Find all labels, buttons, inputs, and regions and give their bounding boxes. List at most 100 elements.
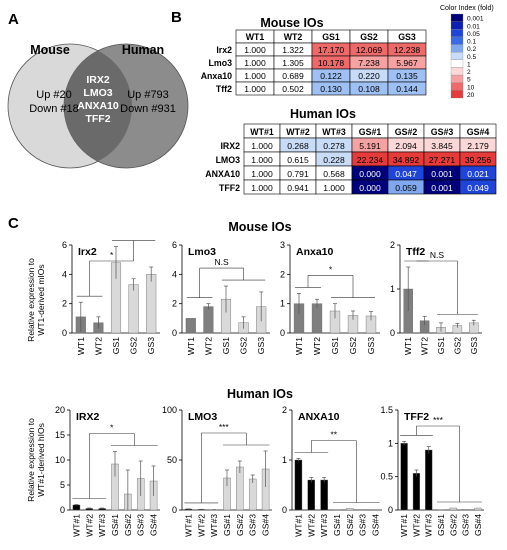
- table-cell-value: 0.220: [358, 71, 380, 81]
- human-table-title: Human IOs: [290, 107, 356, 121]
- table-cell-value: 12.238: [394, 45, 421, 55]
- color-index-label: 0.5: [467, 54, 476, 61]
- table-cell-value: 1.000: [251, 155, 273, 165]
- color-index-swatch: [450, 90, 464, 99]
- table-cell-value: 0.001: [431, 183, 453, 193]
- table-header-label: WT#2: [286, 127, 310, 137]
- table-row-label: Anxa10: [201, 71, 232, 81]
- x-tick-label: WT#3: [424, 514, 434, 537]
- table-cell-value: 3.845: [431, 141, 453, 151]
- venn-overlap: [64, 44, 132, 168]
- human-section-title: Human IOs: [227, 387, 293, 401]
- table-cell-value: 5.191: [359, 141, 381, 151]
- x-tick-label: WT#3: [209, 514, 219, 537]
- x-tick-label: WT#2: [84, 514, 94, 537]
- table-cell: [459, 179, 497, 195]
- color-index-label: 20: [467, 92, 475, 99]
- x-tick-label: GS3: [469, 337, 479, 354]
- table-cell-value: 1.000: [244, 45, 266, 55]
- table-header-label: GS2: [360, 32, 378, 42]
- bar: [203, 306, 214, 334]
- y-tick-label: 2: [282, 405, 287, 415]
- significance-label: N.S: [215, 257, 230, 267]
- y-tick-label: 15: [55, 430, 65, 440]
- table-cell-value: 1.305: [282, 58, 304, 68]
- y-tick-label: 0: [388, 505, 393, 515]
- color-index-label: 0.001: [467, 16, 484, 23]
- significance-label: *: [329, 264, 333, 274]
- bar-charts: 0 2 4 6 Irx2 WT1 WT2 GS1 GS2 GS3 * 0 2 4 6 Lmo3 WT1 WT2 GS…: [55, 240, 484, 537]
- chart-title: Anxa10: [296, 246, 334, 258]
- y-tick-label: 3: [280, 240, 285, 250]
- table-cell-value: 2.179: [467, 141, 489, 151]
- bar: [333, 509, 341, 511]
- table-header-label: GS3: [398, 32, 416, 42]
- color-index-swatch: [450, 21, 464, 30]
- x-tick-label: WT#2: [411, 514, 421, 537]
- y-tick-label: 1: [390, 284, 395, 294]
- x-tick-label: WT#2: [306, 514, 316, 537]
- venn-mouse-down: Down #18: [29, 103, 79, 115]
- table-header-label: GS#4: [467, 127, 490, 137]
- bar-chart-irx2: 0 5 10 15 20 IRX2 WT#1 WT#2 WT#3 GS#1 GS#2 GS#3 GS#4…: [55, 405, 160, 537]
- x-tick-label: GS#4: [149, 514, 159, 536]
- y-tick-label: 50: [167, 455, 177, 465]
- y-tick-label: 0: [172, 328, 177, 338]
- venn-label-human: Human: [122, 43, 164, 57]
- x-tick-label: WT2: [312, 337, 322, 355]
- x-tick-label: WT2: [93, 337, 103, 355]
- bar: [307, 479, 316, 511]
- x-tick-label: GS#2: [123, 514, 133, 536]
- bar: [425, 449, 433, 511]
- y-tick-label: 100: [162, 405, 177, 415]
- table-row-label: IRX2: [220, 141, 240, 151]
- table-cell-value: 0.144: [396, 84, 418, 94]
- panel-label-a: A: [8, 11, 19, 28]
- y-tick-label: 1: [282, 455, 287, 465]
- bar: [128, 284, 139, 334]
- table-cell-value: 1.000: [251, 183, 273, 193]
- bar: [412, 473, 421, 511]
- bar: [146, 274, 157, 334]
- significance-label: ***: [433, 415, 444, 425]
- x-tick-label: WT#1: [399, 514, 409, 537]
- chart-title: TFF2: [404, 411, 429, 423]
- x-tick-label: GS3: [366, 337, 376, 354]
- color-index-label: 10: [467, 84, 475, 91]
- y-tick-label: 0: [172, 505, 177, 515]
- mouse-table: WT1 WT2 GS1 GS2 GS3 Irx2 1.000 1.322 17.170 12.06…: [201, 29, 427, 96]
- chart-title: Tff2: [406, 246, 425, 258]
- color-index-swatch: [450, 52, 464, 60]
- x-tick-label: WT1: [186, 337, 196, 355]
- y-tick-label: 1: [280, 299, 285, 309]
- x-tick-label: WT1: [76, 337, 86, 355]
- table-cell-value: 34.892: [393, 155, 420, 165]
- x-tick-label: GS#3: [461, 514, 471, 536]
- chart-title: Lmo3: [188, 246, 216, 258]
- bar: [236, 466, 244, 511]
- table-cell-value: 27.271: [429, 155, 456, 165]
- venn-human-down: Down #931: [120, 103, 176, 115]
- x-tick-label: GS#3: [358, 514, 368, 536]
- table-header-label: WT#3: [322, 127, 346, 137]
- y-tick-label: 0: [280, 328, 285, 338]
- y-tick-label: 0: [282, 505, 287, 515]
- mouse-section-title: Mouse IOs: [228, 220, 291, 234]
- x-tick-label: WT#3: [319, 514, 329, 537]
- color-index-label: 5: [467, 77, 471, 84]
- x-tick-label: WT1: [294, 337, 304, 355]
- x-tick-label: GS2: [348, 337, 358, 354]
- panel-label-b: B: [171, 9, 182, 26]
- mouse-y-label: WT1-derived mIOs: [36, 264, 46, 335]
- x-tick-label: GS#2: [235, 514, 245, 536]
- bar: [474, 507, 482, 511]
- bar-chart-lmo3: 0 2 4 6 Lmo3 WT1 WT2 GS1 GS2 GS3 N.S: [172, 240, 270, 355]
- x-tick-label: GS#3: [136, 514, 146, 536]
- table-cell-value: 0.135: [396, 71, 418, 81]
- x-tick-label: GS1: [111, 337, 121, 354]
- venn-diagram: Mouse Human Up #20 Down #18 Up #793 Down…: [7, 43, 189, 169]
- x-tick-label: GS#1: [332, 514, 342, 536]
- y-tick-label: 6: [62, 240, 67, 250]
- table-cell-value: 0.000: [359, 169, 381, 179]
